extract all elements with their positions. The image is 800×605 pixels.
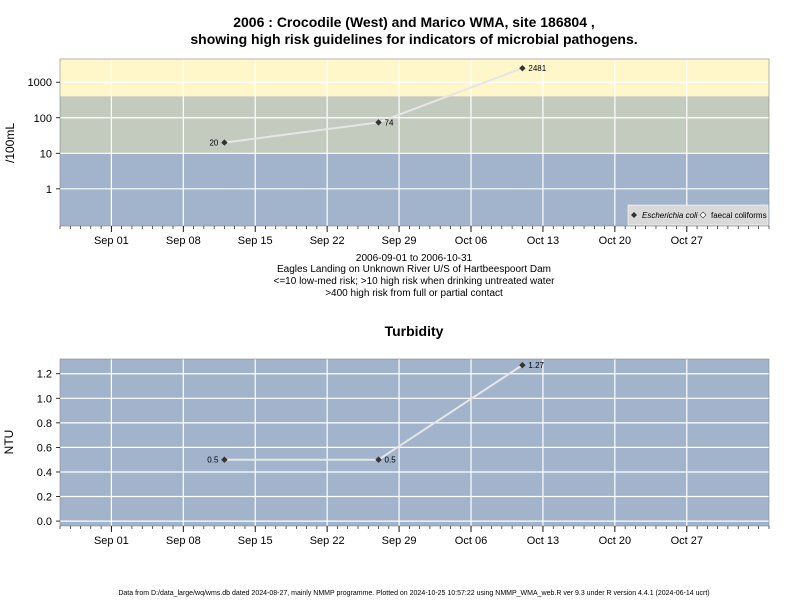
turbidity-y-axis-label: NTU — [2, 430, 16, 455]
note-guideline-drinking: <=10 low-med risk; >10 high risk when dr… — [274, 276, 556, 287]
microbial-y-ticks: 1 10 100 1000 — [28, 77, 60, 196]
note-site: Eagles Landing on Unknown River U/S of H… — [277, 264, 551, 275]
microbial-data-label-2: 2481 — [528, 64, 546, 73]
legend-ecoli-label: Escherichia coli — [642, 211, 698, 220]
chart-title-line1: 2006 : Crocodile (West) and Marico WMA, … — [233, 14, 595, 30]
microbial-band-0 — [60, 59, 769, 97]
note-guideline-contact: >400 high risk from full or partial cont… — [325, 288, 503, 299]
microbial-xtick-label-0: Sep 01 — [94, 235, 129, 247]
microbial-band-1 — [60, 96, 769, 154]
turbidity-xtick-label-3: Sep 22 — [310, 535, 345, 547]
turbidity-data-point-2 — [519, 361, 526, 369]
microbial-xtick-label-6: Oct 13 — [527, 235, 559, 247]
turbidity-data-label-1: 0.5 — [385, 456, 397, 465]
microbial-data-point-1 — [375, 119, 382, 126]
turbidity-plot-frame — [59, 358, 770, 527]
legend-box — [627, 204, 769, 226]
turbidity-data-label-2: 1.27 — [528, 361, 544, 370]
legend-faecal-marker — [699, 211, 707, 219]
microbial-ytick-label-3: 1000 — [28, 77, 52, 89]
turbidity-grid — [60, 359, 769, 526]
microbial-x-ticks: Sep 01 Sep 08 Sep 15 Sep 22 Sep 29 Oct 06 Oct … — [59, 226, 770, 247]
microbial-xtick-label-5: Oct 06 — [455, 235, 487, 247]
turbidity-xtick-label-0: Sep 01 — [94, 535, 129, 547]
legend-faecal-label: faecal coliforms — [711, 211, 767, 220]
turbidity-y-ticks: 0.0 0.2 0.4 0.6 0.8 1.0 1.2 — [37, 369, 60, 528]
turbidity-xtick-label-2: Sep 15 — [238, 535, 273, 547]
turbidity-ytick-label-5: 1.0 — [37, 393, 52, 405]
turbidity-xtick-label-1: Sep 08 — [166, 535, 201, 547]
microbial-y-axis-label: /100mL — [3, 123, 17, 163]
microbial-data-label-0: 20 — [209, 139, 218, 148]
microbial-legend: Escherichia coli faecal coliforms — [627, 204, 769, 226]
microbial-xtick-label-1: Sep 08 — [166, 235, 201, 247]
turbidity-plot-bg — [60, 359, 769, 526]
microbial-xtick-label-2: Sep 15 — [238, 235, 273, 247]
turbidity-x-ticks: Sep 01 Sep 08 Sep 15 Sep 22 Sep 29 Oct 06 Oct … — [59, 526, 770, 547]
turbidity-xtick-label-4: Sep 29 — [382, 535, 417, 547]
turbidity-data-point-0 — [221, 456, 228, 463]
microbial-ytick-label-1: 10 — [40, 148, 52, 160]
turbidity-data-point-1 — [375, 456, 382, 463]
microbial-xtick-label-8: Oct 27 — [671, 235, 703, 247]
turbidity-data-label-0: 0.5 — [207, 456, 219, 465]
turbidity-title: Turbidity — [385, 323, 444, 339]
turbidity-series: 0.5 0.5 1.27 — [207, 361, 544, 465]
microbial-series: 20 74 2481 — [209, 64, 546, 147]
legend-ecoli-marker — [631, 212, 637, 218]
microbial-xtick-label-3: Sep 22 — [310, 235, 345, 247]
microbial-data-point-2 — [519, 64, 526, 72]
footer-source-note: Data from D:/data_large/wq/wms.db dated … — [118, 590, 709, 597]
turbidity-xtick-label-8: Oct 27 — [671, 535, 703, 547]
microbial-xtick-label-4: Sep 29 — [382, 235, 417, 247]
microbial-ytick-label-2: 100 — [34, 113, 52, 125]
turbidity-ytick-label-3: 0.6 — [37, 442, 52, 454]
microbial-data-label-1: 74 — [385, 118, 394, 127]
turbidity-xtick-label-7: Oct 20 — [599, 535, 631, 547]
turbidity-ytick-label-4: 0.8 — [37, 418, 52, 430]
microbial-risk-bands — [60, 59, 769, 226]
microbial-ytick-label-0: 1 — [46, 184, 52, 196]
microbial-plot-frame — [59, 58, 770, 227]
turbidity-xtick-label-6: Oct 13 — [527, 535, 559, 547]
turbidity-ytick-label-6: 1.2 — [37, 369, 52, 381]
turbidity-ytick-label-2: 0.4 — [37, 467, 52, 479]
microbial-data-point-0 — [221, 139, 228, 146]
turbidity-xtick-label-5: Oct 06 — [455, 535, 487, 547]
chart-title-line2: showing high risk guidelines for indicat… — [190, 31, 637, 47]
microbial-grid — [60, 59, 769, 226]
microbial-xtick-label-7: Oct 20 — [599, 235, 631, 247]
note-date-range: 2006-09-01 to 2006-10-31 — [356, 253, 473, 264]
turbidity-ytick-label-0: 0.0 — [37, 516, 52, 528]
turbidity-ytick-label-1: 0.2 — [37, 492, 52, 504]
